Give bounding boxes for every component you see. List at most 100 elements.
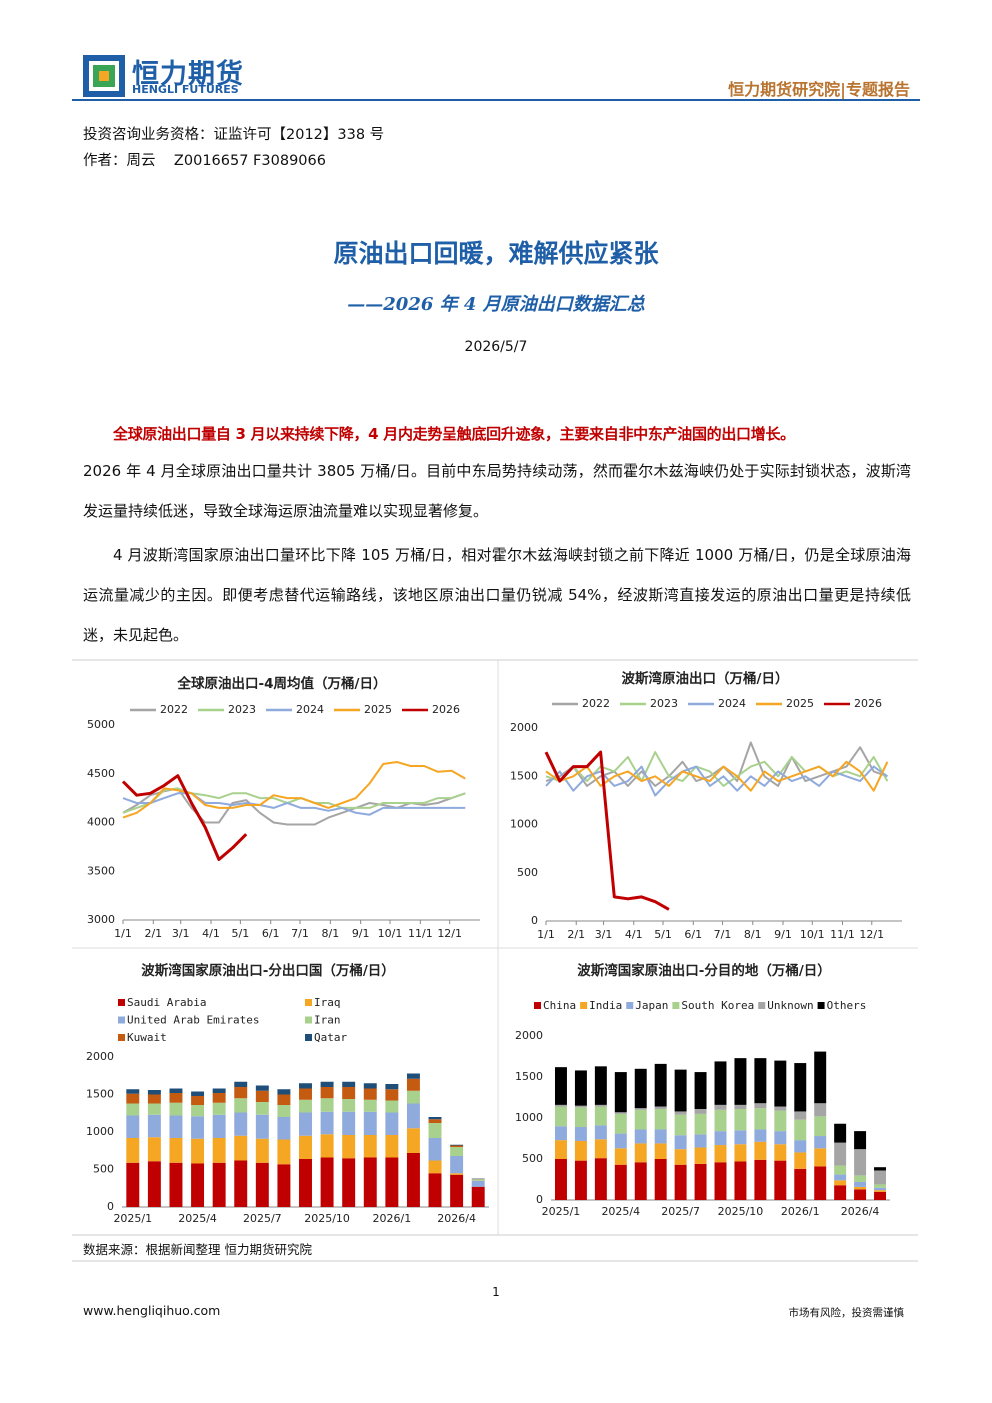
bar-segment	[614, 1148, 627, 1165]
bar-segment	[212, 1114, 226, 1138]
bar-segment	[277, 1105, 291, 1117]
bar-segment	[320, 1081, 334, 1087]
qualification: 投资咨询业务资格：证监许可【2012】338 号	[83, 127, 385, 143]
bar-segment	[754, 1141, 767, 1160]
bar-segment	[169, 1115, 183, 1138]
bar-segment	[277, 1139, 291, 1165]
legend-label: 2023	[228, 703, 256, 716]
bar-segment	[674, 1164, 687, 1200]
x-tick-label: 2025/1	[542, 1205, 581, 1218]
legend-label: 2022	[582, 697, 610, 710]
bar-segment	[714, 1145, 727, 1163]
legend-label: Iran	[314, 1014, 341, 1027]
paragraph: 2026 年 4 月全球原油出口量共计 3805 万桶/日。目前中东局势持续动荡…	[83, 462, 911, 520]
subtitle: ——2026 年 4 月原油出口数据汇总	[347, 294, 645, 315]
bar-segment	[654, 1129, 667, 1144]
bar-segment	[406, 1073, 420, 1079]
bar-segment	[406, 1128, 420, 1153]
bar-segment	[191, 1116, 205, 1139]
x-tick-label: 2025/10	[304, 1212, 350, 1225]
bar-segment	[126, 1138, 140, 1163]
bar-segment	[385, 1100, 399, 1113]
bar-segment	[320, 1157, 334, 1207]
bar-segment	[191, 1105, 205, 1117]
line-series	[122, 787, 466, 814]
legend-label: 2022	[160, 703, 188, 716]
bar-segment	[734, 1130, 747, 1145]
bar-segment	[574, 1160, 587, 1200]
bar-segment	[814, 1116, 827, 1137]
bar-segment	[428, 1138, 442, 1161]
logo-cn: 恒力期货	[132, 59, 244, 90]
bar-segment	[674, 1069, 687, 1112]
bar-segment	[428, 1160, 442, 1174]
bar-segment	[342, 1087, 356, 1099]
bar-segment	[634, 1108, 647, 1110]
bar-segment	[299, 1099, 312, 1113]
bar-segment	[794, 1152, 807, 1169]
bar-segment	[212, 1088, 226, 1093]
bar-segment	[754, 1103, 767, 1109]
bar-segment	[320, 1098, 334, 1112]
bar-segment	[594, 1158, 607, 1200]
bar-segment	[734, 1108, 747, 1131]
bar-segment	[277, 1089, 291, 1095]
legend-label: Qatar	[314, 1031, 347, 1044]
bar-segment	[854, 1175, 867, 1182]
bar-segment	[674, 1111, 687, 1115]
bar-segment	[634, 1143, 647, 1163]
bar-segment	[694, 1113, 707, 1135]
x-tick-label: 7/1	[714, 928, 732, 941]
x-tick-label: 9/1	[352, 927, 370, 940]
bar-segment	[614, 1112, 627, 1114]
x-tick-label: 11/1	[408, 927, 433, 940]
bar-segment	[234, 1135, 248, 1161]
bar-segment	[342, 1158, 356, 1207]
legend-label: Unknown	[767, 999, 813, 1012]
bar-segment	[363, 1157, 377, 1207]
bar-segment	[320, 1134, 334, 1158]
bar-segment	[255, 1138, 269, 1163]
source: 数据来源：根据新闻整理 恒力期货研究院	[83, 1242, 312, 1257]
bar-segment	[774, 1144, 787, 1161]
y-tick-label: 1000	[515, 1111, 543, 1124]
bar-segment	[734, 1058, 747, 1105]
legend-swatch	[305, 1016, 312, 1024]
bar-segment	[854, 1189, 867, 1200]
chart-title: 波斯湾国家原油出口-分目的地（万桶/日）	[577, 962, 831, 979]
x-tick-label: 2026/1	[373, 1212, 412, 1225]
bar-segment	[754, 1159, 767, 1200]
bar-segment	[754, 1108, 767, 1130]
y-tick-label: 2000	[510, 721, 538, 734]
line-series	[544, 750, 670, 911]
bar-segment	[634, 1162, 647, 1200]
bar-segment	[169, 1162, 183, 1207]
bar-segment	[574, 1140, 587, 1161]
bar-segment	[126, 1162, 140, 1207]
bar-segment	[674, 1149, 687, 1165]
bar-segment	[694, 1134, 707, 1148]
bar-segment	[169, 1088, 183, 1093]
chart-title: 波斯湾原油出口（万桶/日）	[622, 670, 789, 687]
bar-segment	[754, 1058, 767, 1104]
bar-segment	[299, 1112, 312, 1136]
bar-segment	[834, 1165, 847, 1175]
bar-segment	[320, 1111, 334, 1135]
line-series	[545, 760, 889, 792]
bar-segment	[471, 1180, 485, 1187]
bar-segment	[342, 1099, 356, 1112]
legend-label: Iraq	[314, 996, 341, 1009]
bar-segment	[834, 1185, 847, 1200]
y-tick-label: 3500	[87, 864, 115, 877]
x-tick-label: 8/1	[322, 927, 340, 940]
x-tick-label: 2025/7	[661, 1205, 700, 1218]
bar-segment	[169, 1102, 183, 1116]
bar-segment	[385, 1084, 399, 1090]
bar-segment	[734, 1104, 747, 1109]
x-tick-label: 4/1	[202, 927, 220, 940]
x-tick-label: 5/1	[654, 928, 672, 941]
bar-segment	[694, 1108, 707, 1114]
bar-segment	[363, 1099, 377, 1112]
